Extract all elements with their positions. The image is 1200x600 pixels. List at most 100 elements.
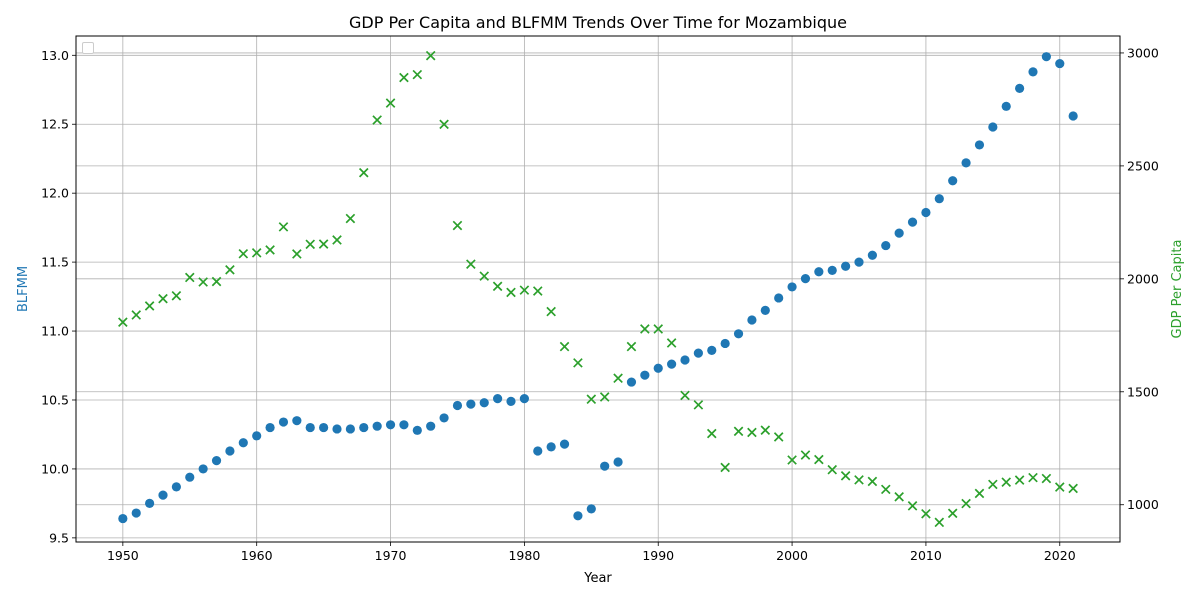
blfmm-point [171,482,181,492]
left-y-tick-label: 12.5 [41,117,69,132]
left-axis-title: BLFMM [16,266,31,312]
plot-frame [75,35,1121,543]
gdp-point [666,338,677,348]
gdp-point [292,249,302,259]
blfmm-point [881,240,891,251]
blfmm-point [787,282,797,292]
x-tick-label: 2020 [1044,548,1076,563]
gdp-point [171,290,182,301]
right-axis-title: GDP Per Capita [1170,240,1185,339]
blfmm-point [185,472,195,482]
grid [76,36,1120,542]
gdp-point [559,341,570,352]
blfmm-point [747,315,757,325]
blfmm-point [479,398,489,408]
x-tick-label: 1970 [375,548,407,563]
plot-data [118,50,1078,528]
left-y-tick-label: 10.0 [41,461,69,476]
blfmm-point [559,439,570,449]
gdp-point [867,476,878,487]
gdp-point [211,276,222,287]
blfmm-point [372,421,382,431]
blfmm-point [1055,58,1065,69]
blfmm-point [841,261,851,271]
gdp-point [640,324,650,334]
gdp-point [961,498,971,509]
blfmm-point [319,422,329,433]
blfmm-point [640,370,650,380]
gdp-point [131,310,142,320]
gdp-point [599,392,610,402]
legend-box [82,42,94,54]
blfmm-point [332,424,342,434]
gdp-point [184,272,195,283]
chart-title: GDP Per Capita and BLFMM Trends Over Tim… [349,13,847,32]
gdp-point [158,293,168,304]
gdp-point [733,426,744,437]
gdp-point [532,286,543,296]
gdp-point [573,358,583,368]
gdp-point [1054,482,1065,492]
gdp-point [118,317,128,328]
gdp-point [626,341,637,352]
gdp-point [760,425,771,435]
x-tick-label: 1990 [642,548,674,563]
left-y-tick-label: 11.5 [41,255,69,270]
gdp-point [747,427,757,438]
axes: 1950 1960 1970 1980 1990 2000 2010 2020 9.5 10.0 1… [41,45,1159,563]
blfmm-point [626,377,637,387]
left-y-tick-label: 11.0 [41,324,69,339]
blfmm-point [533,446,543,456]
blfmm-point [827,265,837,275]
blfmm-point [774,293,784,303]
blfmm-point [265,422,275,433]
blfmm-point [519,394,529,404]
blfmm-point [680,355,690,365]
right-y-tick-label: 1500 [1127,384,1159,399]
blfmm-point [385,420,396,430]
blfmm-point [707,345,717,355]
gdp-point [921,508,931,519]
blfmm-point [613,457,623,467]
blfmm-point [948,176,958,186]
gdp-point [773,432,784,442]
gdp-point [907,501,918,511]
gdp-point [1001,477,1012,487]
blfmm-point [814,267,824,277]
blfmm-point [733,329,744,339]
blfmm-point [345,424,355,434]
blfmm-point [693,348,703,358]
blfmm-point [238,438,248,448]
gdp-point [814,454,824,465]
right-y-tick-label: 2500 [1127,158,1159,173]
gdp-point [706,428,717,439]
gdp-point [693,400,704,410]
gdp-point [1068,483,1078,494]
gdp-point [947,508,958,519]
gdp-point [425,50,436,61]
blfmm-point [439,413,449,423]
blfmm-point [211,456,222,466]
gdp-point [278,222,289,232]
blfmm-point [225,446,235,456]
blfmm-point [292,416,302,426]
gdp-point [506,287,516,298]
gdp-point [332,235,342,245]
gdp-point [854,475,864,485]
x-tick-label: 1960 [241,548,273,563]
blfmm-point [1015,83,1025,93]
blfmm-point [800,274,811,284]
blfmm-point [907,217,918,227]
gdp-point [372,115,382,125]
blfmm-point [760,305,770,315]
gdp-point [492,281,503,292]
blfmm-point [1028,67,1038,77]
blfmm-point [399,420,409,430]
gdp-point [412,69,423,80]
blfmm-point [653,363,663,373]
gdp-point [800,450,811,460]
blfmm-point [198,464,208,474]
gdp-point [586,394,597,405]
